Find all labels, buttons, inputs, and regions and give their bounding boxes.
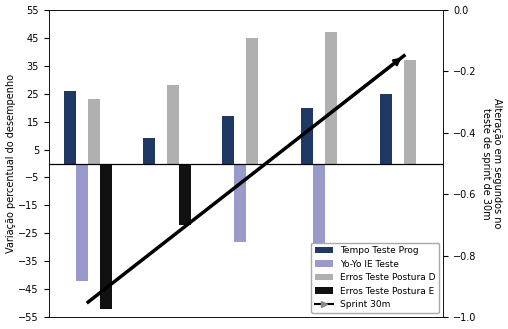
Bar	[313, 164, 325, 256]
Bar	[76, 164, 88, 281]
Bar	[88, 99, 100, 164]
Bar	[100, 164, 112, 309]
Bar	[65, 91, 76, 164]
Bar	[404, 60, 416, 164]
Y-axis label: Alteração em segundos no
teste de sprint de 30m: Alteração em segundos no teste de sprint…	[481, 98, 502, 229]
Bar	[143, 138, 155, 164]
Bar	[380, 93, 392, 164]
Bar	[179, 164, 191, 225]
Bar	[301, 108, 313, 164]
Bar	[167, 85, 179, 164]
Bar	[234, 164, 246, 242]
Bar	[223, 116, 234, 164]
Bar	[246, 38, 258, 164]
Legend: Tempo Teste Prog, Yo-Yo IE Teste, Erros Teste Postura D, Erros Teste Postura E, : Tempo Teste Prog, Yo-Yo IE Teste, Erros …	[311, 243, 439, 313]
Bar	[325, 32, 337, 164]
Y-axis label: Variação percentual do desempenho: Variação percentual do desempenho	[6, 74, 16, 253]
